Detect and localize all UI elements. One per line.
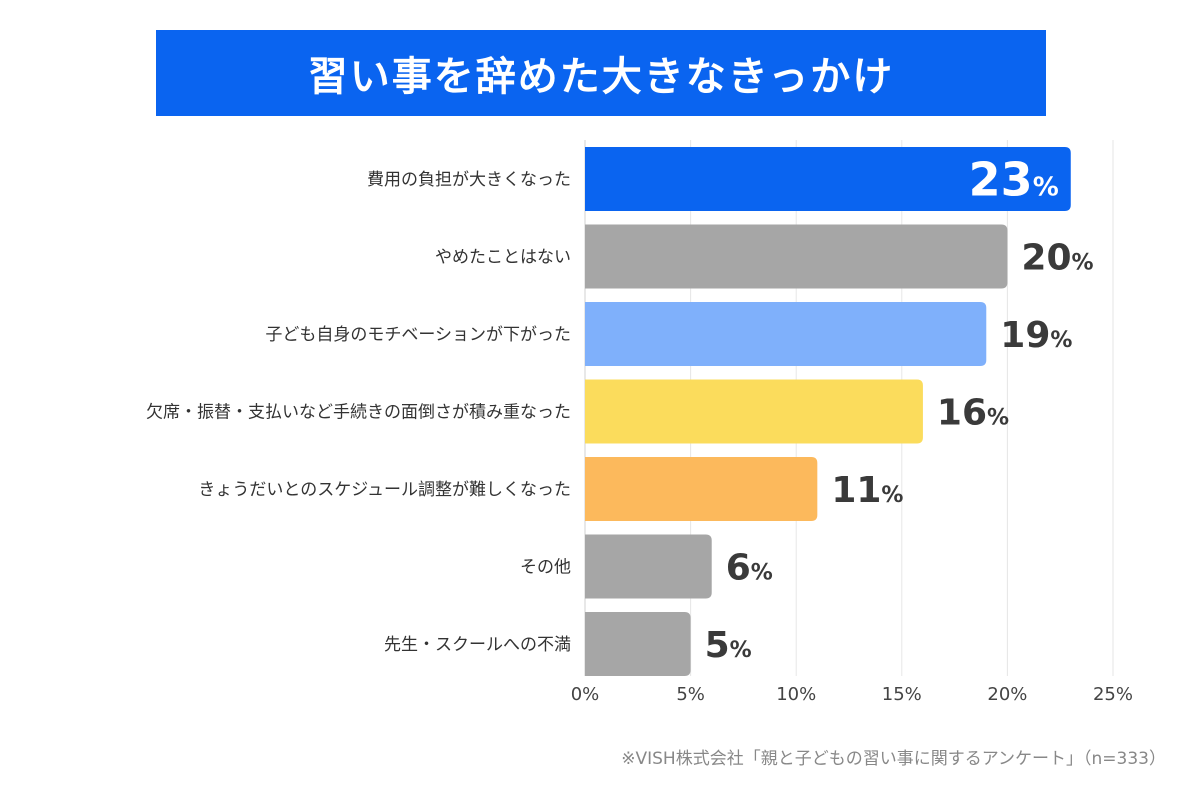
category-label: 子ども自身のモチベーションが下がった [265,325,571,345]
category-label: その他 [520,558,571,578]
x-tick-label: 25% [1093,684,1133,705]
data-label: 6% [726,547,773,588]
x-tick-label: 10% [776,684,816,705]
x-tick-label: 20% [987,684,1027,705]
category-label: 欠席・振替・支払いなど手続きの面倒さが積み重なった [146,403,571,423]
bar [585,147,1071,211]
chart-title-banner: 習い事を辞めた大きなきっかけ [156,30,1046,116]
bar [585,457,818,521]
x-tick-label: 15% [882,684,922,705]
chart-title: 習い事を辞めた大きなきっかけ [307,54,895,100]
data-label: 23% [969,153,1059,207]
category-label: きょうだいとのスケジュール調整が難しくなった [198,480,571,500]
category-label: やめたことはない [435,248,571,268]
source-footnote: ※VISH株式会社「親と子どもの習い事に関するアンケート」（n=333） [621,749,1166,769]
data-label: 19% [1000,315,1072,356]
category-label: 費用の負担が大きくなった [367,170,571,190]
x-tick-label: 0% [571,684,600,705]
bar [585,612,691,676]
x-tick-label: 5% [676,684,705,705]
bar [585,224,1008,289]
category-label: 先生・スクールへの不満 [384,635,571,655]
data-label: 16% [937,392,1009,433]
bar [585,302,987,366]
data-label: 20% [1021,237,1093,278]
data-label: 5% [705,625,752,666]
data-label: 11% [831,470,903,511]
bar [585,534,712,599]
bar [585,379,923,444]
